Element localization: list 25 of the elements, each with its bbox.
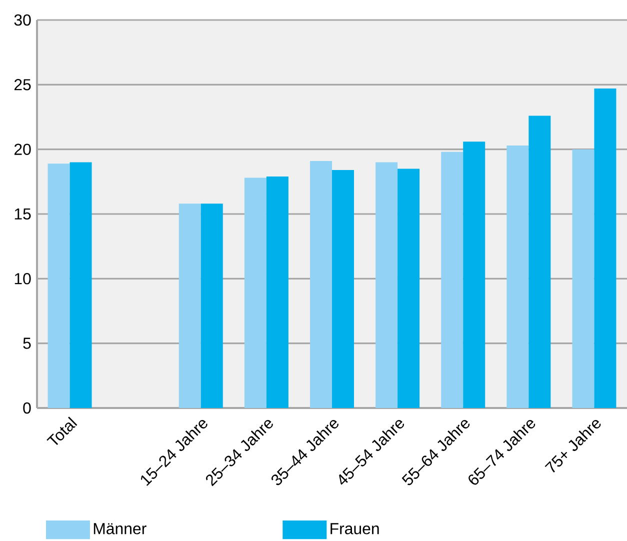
y-tick-label: 25 bbox=[14, 79, 31, 90]
bar bbox=[266, 176, 288, 408]
y-tick-label: 10 bbox=[14, 273, 31, 284]
bar bbox=[594, 88, 616, 408]
bar bbox=[310, 160, 332, 408]
bar bbox=[70, 162, 92, 408]
legend-label: Frauen bbox=[330, 523, 379, 534]
bar bbox=[463, 142, 486, 408]
bar bbox=[376, 162, 398, 408]
bar bbox=[48, 164, 70, 408]
bar bbox=[441, 152, 464, 408]
y-tick-label: 15 bbox=[14, 208, 31, 220]
bar bbox=[332, 170, 354, 408]
bar bbox=[398, 168, 420, 408]
y-tick-label: 20 bbox=[14, 144, 31, 155]
y-tick-label: 30 bbox=[14, 14, 31, 26]
bar bbox=[528, 116, 551, 408]
bar bbox=[200, 204, 223, 408]
y-tick-label: 5 bbox=[23, 338, 31, 349]
bar bbox=[572, 149, 594, 408]
bar bbox=[178, 204, 201, 408]
bar bbox=[244, 178, 266, 408]
bar bbox=[506, 145, 529, 408]
y-tick-label: 0 bbox=[23, 402, 31, 414]
legend-label: Männer bbox=[94, 523, 146, 534]
